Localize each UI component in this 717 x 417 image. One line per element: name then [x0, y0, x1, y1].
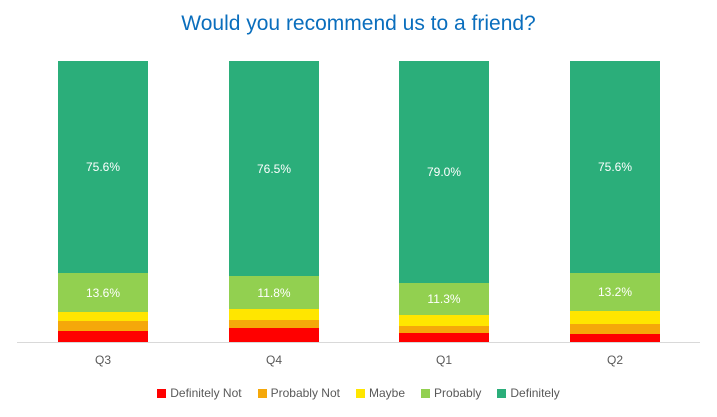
bar-q4: 11.8% 76.5% [229, 61, 319, 342]
data-label: 79.0% [426, 165, 462, 180]
x-axis-label-q2: Q2 [606, 353, 623, 367]
x-axis-line [17, 342, 700, 343]
legend: Definitely Not Probably Not Maybe Probably D… [0, 386, 717, 400]
legend-swatch-icon [497, 388, 507, 398]
legend-swatch-icon [355, 388, 365, 398]
bar-q1: 11.3% 79.0% [399, 61, 489, 342]
bar-segment-definitely: 76.5% [229, 61, 319, 276]
bar-segment-probably: 11.8% [229, 275, 319, 310]
legend-swatch-icon [157, 388, 167, 398]
bar-segment-definitely-not [58, 330, 148, 342]
legend-label: Definitely [510, 386, 560, 400]
x-axis-label-q4: Q4 [265, 353, 282, 367]
legend-label: Probably [434, 386, 482, 400]
data-label: 75.6% [85, 160, 121, 175]
x-axis-label-q1: Q1 [435, 353, 452, 367]
chart-title: Would you recommend us to a friend? [181, 12, 536, 35]
data-label: 13.2% [597, 285, 633, 299]
data-label: 75.6% [597, 160, 633, 175]
bar-segment-definitely-not [570, 334, 660, 342]
bar-segment-probably-not [58, 320, 148, 331]
bar-segment-probably-not [570, 324, 660, 335]
legend-item-maybe: Maybe [355, 386, 406, 400]
bar-segment-probably: 11.3% [399, 283, 489, 315]
bar-segment-probably-not [399, 326, 489, 334]
bar-segment-maybe [570, 310, 660, 325]
legend-item-probably: Probably [421, 386, 481, 400]
bar-segment-definitely: 75.6% [570, 61, 660, 274]
bar-segment-definitely: 75.6% [58, 61, 148, 274]
legend-item-probably-not: Probably Not [257, 386, 340, 400]
bar-segment-maybe [399, 314, 489, 326]
bar-segment-maybe [229, 309, 319, 321]
bar-segment-probably-not [229, 320, 319, 328]
bar-segment-probably: 13.2% [570, 273, 660, 311]
bar-segment-maybe [58, 311, 148, 321]
legend-label: Probably Not [270, 386, 340, 400]
data-label: 11.8% [257, 285, 291, 300]
data-label: 11.3% [427, 291, 461, 306]
bar-segment-definitely-not [399, 333, 489, 342]
legend-label: Maybe [368, 386, 406, 400]
legend-item-definitely: Definitely [497, 386, 560, 400]
legend-label: Definitely Not [170, 386, 242, 400]
bar-segment-definitely-not [229, 327, 319, 342]
legend-swatch-icon [421, 388, 431, 398]
bar-segment-probably: 13.6% [58, 273, 148, 312]
legend-swatch-icon [257, 388, 267, 398]
bar-segment-definitely: 79.0% [399, 61, 489, 284]
legend-item-definitely-not: Definitely Not [157, 386, 242, 400]
data-label: 13.6% [85, 285, 121, 300]
bar-q2: 13.2% 75.6% [570, 61, 660, 342]
bar-q3: 13.6% 75.6% [58, 61, 148, 342]
x-axis-label-q3: Q3 [94, 353, 111, 367]
data-label: 76.5% [256, 161, 292, 176]
plot-area: 13.6% 75.6% 11.8% 76.5% 11.3% 79.0% 13.2% 75.6% [17, 61, 700, 342]
